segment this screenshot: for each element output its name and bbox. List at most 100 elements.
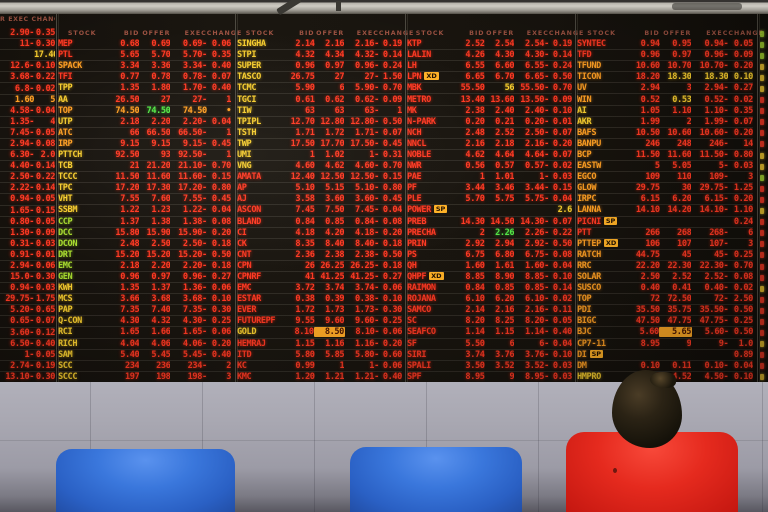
change-value: 1 [226,149,231,160]
exec-value: 1.60- [524,260,549,271]
stock-symbol: SIRI [407,349,427,360]
board-row: GOLD 8.10 8.50 8.10- 0.06 [237,327,402,339]
board-row: EMC 2.18 2.20 2.20- 0.18 [58,261,231,272]
board-row: PAP 7.35 7.40 7.35- 0.30 [58,305,231,317]
wall-seam [90,382,91,512]
board-row-partial: 2.74- 0.19 [0,361,55,372]
stock-symbol: TFD [577,50,592,61]
bid-value: 21 [129,161,140,172]
exec-value: 92.50- [178,149,207,160]
exec-value: 3.44- [524,183,549,194]
board-row: SINGHA 2.14 2.16 2.16- 0.19 [237,39,402,51]
bid-value: 5.65 [120,50,140,61]
board-row: SSBM 1.22 1.23 1.22- 0.04 [58,205,231,217]
offer-value: 0.95 [672,39,692,50]
board-row-partial: 0.94- 0.05 [0,194,55,206]
exec-value: 2.16- [354,39,379,50]
stock-symbol: CI [237,227,247,238]
led-sliver [760,30,764,37]
exec-value: 198- [187,371,207,382]
change-value: 0.03 [35,238,55,249]
column-header: CHANGE [728,30,764,37]
stock-symbol: DCC [58,227,73,238]
exec-value: 8.85- [524,272,549,283]
exec-value: 72- [714,294,729,305]
led-sliver [760,230,764,237]
exec-value: 12.80- [350,116,379,127]
offer-value: 13.60 [490,94,515,105]
board-row-sliver [760,39,768,50]
offer-value: 3.76 [495,349,515,360]
board-row: DM 0.10 0.11 0.10- 0.04 [577,361,753,372]
change-value: 1.25 [733,183,753,194]
stock-symbol: RATCH [577,249,601,260]
offer-value: 248 [677,138,692,149]
change-value: 0.06 [382,360,402,371]
stock-symbol: SCC [58,360,73,371]
change-value: 0.04 [35,105,55,116]
change-value: 1.10 [733,205,753,216]
board-row: PRECHA 2 2.26 2.26- 0.22 [407,228,572,239]
board-row-sliver [760,28,768,39]
exec-value: 1- [24,349,34,360]
offer-value: 1.61 [495,260,515,271]
change-value: 0.25 [733,249,753,260]
column-header: CHANGE [378,30,415,37]
offer-value: 1.23 [151,205,171,216]
change-value: 0.18 [211,238,231,249]
offer-value: 9 [509,371,515,382]
offer-value: 0.69 [151,39,171,50]
exec-value: 2.26- [524,227,549,238]
board-row: UV 2.94 3 2.94- 0.27 [577,83,753,95]
status-badge: SP [433,205,448,214]
bid-value: 4.30 [120,316,140,327]
exec-value: 1- [369,360,379,371]
status-badge: SP [603,216,618,225]
stock-symbol: TGCI [237,94,257,105]
board-row-partial: 6.50- 0.40 [0,339,55,350]
exec-value: 109- [709,172,729,183]
change-value: 0.11 [552,305,572,316]
offer-value: 0.39 [325,294,345,305]
exec-value: 15.0- [10,272,34,283]
exec-value: 5- [718,161,729,172]
offer-value: 1.01 [495,172,515,183]
board-row: QHPF XD 8.85 8.90 8.85- 0.10 [407,272,572,284]
stock-symbol: CNT [237,249,252,260]
change-value: 0.05 [35,349,55,360]
offer-value: 17.70 [320,138,345,149]
board-row: QH 1.60 1.61 1.60- 0.04 [407,261,572,272]
change-value: 0.06 [211,39,231,50]
offer-value: 4.34 [325,50,345,61]
exec-value: 27- [192,94,207,105]
exec-value: 0.94- [10,194,34,205]
led-sliver [760,296,764,303]
change-value: 0.07 [382,127,402,138]
exec-value: 0.84- [354,216,379,227]
board-row: IRP 9.15 9.15 9.15- 0.45 [58,139,231,150]
offer-value: 0.85 [495,283,515,294]
stock-symbol: RRC [577,260,592,271]
wall-seam [314,382,315,512]
change-value: 0.19 [382,39,402,50]
board-row: TOP 74.50 74.50 74.50 • [58,106,231,117]
stock-symbol: ESTAR [237,294,261,305]
bid-value: 2.52 [465,39,485,50]
led-sliver [760,141,764,148]
board-row-sliver [760,128,768,139]
board-row: CK 8.35 8.40 8.40- 0.18 [237,239,402,250]
stock-symbol: BJC [577,327,592,338]
board-row: KWH 1.35 1.37 1.36- 0.06 [58,283,231,295]
stock-symbol: SOLAR [577,272,601,283]
stock-symbol: RAIMON [407,283,436,294]
exec-value: 2.94- [10,138,34,149]
board-row: NCH 2.48 2.52 2.50- 0.07 [407,128,572,139]
exec-value: 0.96- [182,272,207,283]
change-value: 0.03 [733,161,753,172]
bid-value: 2.14 [295,39,315,50]
change-value: 0.45 [211,194,231,205]
board-row-partial: 15.0- 0.30 [0,272,55,284]
offer-value: 1.72 [325,127,345,138]
stock-symbol: MEP [58,39,73,50]
board-row: PTTEP XD 106 107 107- 3 [577,238,753,250]
